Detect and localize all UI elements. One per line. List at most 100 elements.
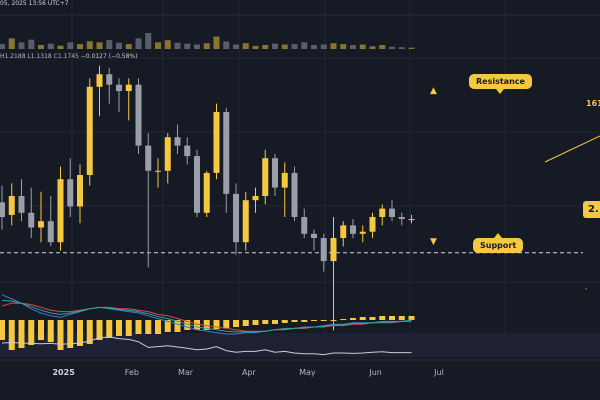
macd-histogram-bar	[223, 320, 230, 328]
candlesticks	[0, 65, 415, 331]
trend-line	[544, 135, 600, 163]
candle-body	[272, 158, 278, 188]
volume-bar	[86, 41, 93, 49]
volume-bar	[67, 42, 74, 49]
candle-body	[350, 225, 356, 234]
candle-body	[116, 84, 122, 91]
volume-bar	[320, 44, 327, 49]
volume-bar	[203, 43, 210, 49]
candle-body	[203, 172, 210, 213]
candle-body	[67, 179, 74, 207]
volume-bar	[389, 46, 395, 49]
volume-bar	[252, 45, 259, 49]
candle-body	[174, 137, 181, 146]
candle-body	[369, 217, 376, 232]
candle-body	[252, 196, 259, 201]
volume-bar	[116, 42, 122, 49]
macd-histogram-bar	[408, 316, 415, 320]
macd-histogram-bar	[233, 320, 239, 327]
macd-histogram-bar	[379, 316, 386, 320]
candle-body	[135, 84, 142, 146]
candle-body	[233, 193, 239, 243]
volume-bar	[38, 45, 44, 49]
resistance-label[interactable]: Resistance	[469, 74, 532, 94]
volume-bar	[96, 42, 103, 49]
candle-body	[96, 74, 103, 87]
macd-line	[1, 294, 412, 335]
macd-histogram-bar	[203, 320, 210, 330]
macd-average-line	[1, 299, 412, 333]
volume-bar	[359, 44, 366, 49]
x-tick-label: Feb	[124, 368, 139, 377]
candle-body	[223, 112, 230, 194]
macd-histogram-bar	[213, 320, 220, 329]
macd-histogram-bar	[125, 320, 132, 336]
ohlc-change: −0.0127 (−0.58%)	[80, 53, 138, 60]
volume-bar	[369, 46, 376, 49]
candle-body	[311, 233, 317, 238]
volume-bar	[28, 39, 35, 49]
macd-histogram-bar	[57, 320, 64, 350]
volume-bars	[0, 33, 415, 49]
candle-body	[57, 179, 64, 243]
macd-histogram-bar	[106, 320, 113, 338]
candle-body	[330, 238, 337, 262]
macd-histogram-bar	[77, 320, 83, 346]
candle-body	[28, 212, 35, 228]
macd-histogram-bar	[184, 320, 191, 330]
x-tick-label: Apr	[241, 368, 256, 377]
signal-line	[1, 302, 412, 332]
candle-body	[8, 196, 15, 215]
macd-histogram-bar	[252, 320, 259, 325]
candle-body	[281, 172, 288, 188]
volume-bar	[174, 42, 181, 49]
support-label[interactable]: Support	[473, 233, 524, 253]
rsi-line	[1, 336, 412, 356]
candle-body	[38, 221, 44, 228]
volume-bar	[145, 33, 152, 49]
macd-histogram-bar	[164, 320, 171, 332]
macd-histogram-bar	[311, 320, 317, 321]
macd-histogram-bar	[38, 320, 44, 340]
volume-bar	[184, 43, 191, 49]
candle-body	[320, 238, 327, 262]
candle-body	[184, 145, 191, 157]
rsi-pane	[1, 336, 412, 356]
macd-histogram-bar	[281, 320, 288, 323]
price-axis-label-lower: ·	[585, 286, 588, 293]
volume-bar	[77, 44, 83, 49]
candle-body	[77, 175, 83, 207]
volume-bar	[272, 43, 278, 49]
x-tick-label: Jun	[369, 368, 382, 377]
chart-timestamp: 05, 2025 13:56 UTC+7	[0, 0, 69, 7]
macd-histogram-bar	[145, 320, 152, 334]
macd-histogram-bar	[369, 317, 376, 320]
candle-body	[359, 231, 366, 234]
x-tick-label: Jul	[434, 368, 444, 377]
candle-body	[125, 84, 132, 91]
macd-histogram-bar	[86, 320, 93, 344]
current-price-tag: 2.	[583, 201, 600, 218]
candle-body	[379, 208, 386, 217]
x-tick-label: May	[299, 368, 316, 377]
volume-bar	[379, 45, 386, 49]
volume-bar	[242, 43, 249, 49]
volume-bar	[57, 45, 64, 49]
down-arrow-icon: ▼	[430, 237, 437, 247]
macd-histogram-bar	[398, 316, 405, 320]
macd-pane	[0, 294, 415, 350]
macd-histogram-bar	[262, 320, 269, 324]
volume-bar	[408, 47, 415, 49]
macd-histogram-bar	[0, 320, 5, 340]
price-axis-label-upper: 161	[586, 99, 600, 108]
macd-histogram-bar	[174, 320, 181, 332]
volume-bar	[8, 38, 15, 49]
volume-bar	[398, 47, 405, 49]
candle-body	[398, 217, 405, 220]
macd-histogram-bar	[291, 320, 298, 322]
volume-bar	[291, 44, 298, 49]
volume-bar	[330, 43, 337, 49]
candle-body	[213, 112, 220, 173]
macd-histogram-bar	[272, 320, 278, 324]
